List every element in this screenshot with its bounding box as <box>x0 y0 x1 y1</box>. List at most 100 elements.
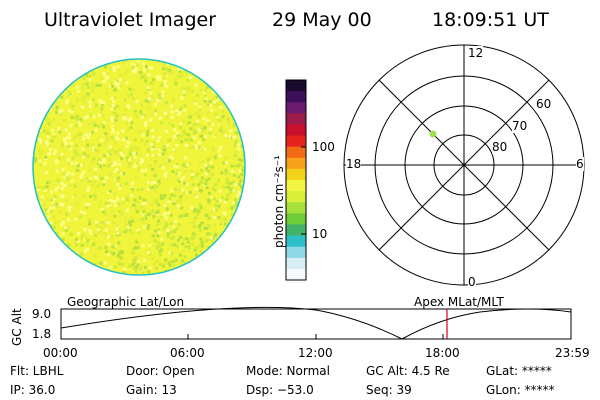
disk-speckle <box>205 186 209 190</box>
disk-speckle <box>214 113 218 117</box>
disk-speckle <box>51 128 55 132</box>
disk-speckle <box>94 220 98 224</box>
disk-speckle <box>175 165 179 169</box>
disk-speckle <box>149 118 153 122</box>
disk-speckle <box>106 152 110 156</box>
colorbar-segment <box>286 168 306 181</box>
disk-speckle <box>70 233 73 237</box>
disk-speckle <box>224 185 228 189</box>
disk-speckle <box>74 183 78 187</box>
disk-speckle <box>106 86 110 90</box>
disk-speckle <box>230 164 234 168</box>
disk-speckle <box>210 210 214 214</box>
disk-speckle <box>95 176 99 180</box>
disk-speckle <box>49 148 52 152</box>
disk-speckle <box>225 181 229 185</box>
disk-speckle <box>105 135 109 139</box>
disk-speckle <box>212 148 216 152</box>
disk-speckle <box>81 83 85 87</box>
disk-speckle <box>126 195 129 198</box>
disk-speckle <box>95 185 99 188</box>
colorbar-segment <box>286 224 306 237</box>
disk-speckle <box>127 94 131 98</box>
disk-speckle <box>143 265 147 269</box>
disk-speckle <box>150 112 154 116</box>
disk-speckle <box>190 173 194 177</box>
disk-speckle <box>57 157 61 161</box>
disk-speckle <box>234 150 238 154</box>
disk-speckle <box>179 106 183 110</box>
disk-speckle <box>76 239 80 243</box>
disk-speckle <box>121 129 125 133</box>
disk-speckle <box>115 105 118 109</box>
disk-speckle <box>175 200 179 204</box>
disk-speckle <box>61 238 65 242</box>
disk-speckle <box>128 161 132 165</box>
disk-speckle <box>129 146 133 150</box>
mlt-label-12: 12 <box>468 46 484 60</box>
disk-speckle <box>60 223 63 226</box>
disk-speckle <box>82 233 86 237</box>
disk-speckle <box>160 248 163 252</box>
disk-speckle <box>92 148 96 152</box>
disk-speckle <box>215 98 219 102</box>
disk-speckle <box>62 155 66 159</box>
disk-speckle <box>190 169 193 173</box>
disk-speckle <box>175 131 179 135</box>
info-glat: GLat: ***** <box>486 364 552 378</box>
disk-speckle <box>58 113 62 117</box>
disk-speckle <box>183 237 187 241</box>
disk-speckle <box>172 202 176 206</box>
disk-speckle <box>80 243 84 247</box>
disk-speckle <box>186 133 190 137</box>
disk-speckle <box>128 117 132 121</box>
disk-speckle <box>132 151 136 155</box>
disk-speckle <box>140 115 144 119</box>
disk-speckle <box>176 178 180 182</box>
disk-speckle <box>198 106 202 109</box>
disk-speckle <box>196 212 200 216</box>
disk-speckle <box>111 130 115 134</box>
disk-speckle <box>94 148 97 152</box>
disk-speckle <box>144 121 148 125</box>
disk-speckle <box>35 185 39 189</box>
disk-speckle <box>68 103 72 107</box>
disk-speckle <box>134 207 138 211</box>
disk-speckle <box>232 124 236 128</box>
disk-speckle <box>194 144 198 148</box>
disk-speckle <box>71 156 75 160</box>
disk-speckle <box>87 222 91 226</box>
disk-speckle <box>157 179 161 183</box>
disk-speckle <box>73 149 77 153</box>
mlat-label-80: 80 <box>492 140 508 154</box>
disk-speckle <box>55 232 59 236</box>
disk-speckle <box>165 68 169 72</box>
disk-speckle <box>93 198 97 201</box>
disk-speckle <box>67 225 71 229</box>
disk-speckle <box>158 116 162 120</box>
disk-speckle <box>159 196 163 200</box>
colorbar-segment <box>286 246 306 259</box>
disk-speckle <box>198 224 202 228</box>
disk-speckle <box>205 178 209 182</box>
disk-speckle <box>151 78 155 81</box>
disk-speckle <box>164 262 168 266</box>
disk-speckle <box>157 136 161 140</box>
disk-speckle <box>45 171 49 175</box>
disk-speckle <box>163 204 167 208</box>
disk-speckle <box>188 115 192 119</box>
disk-speckle <box>86 136 90 140</box>
disk-speckle <box>179 195 183 199</box>
disk-speckle <box>103 163 106 167</box>
disk-speckle <box>113 200 117 204</box>
disk-speckle <box>107 164 111 168</box>
disk-speckle <box>136 228 140 232</box>
disk-speckle <box>44 155 48 159</box>
disk-speckle <box>161 90 165 94</box>
disk-speckle <box>171 71 175 75</box>
disk-speckle <box>47 122 51 126</box>
disk-speckle <box>217 204 221 208</box>
disk-speckle <box>155 75 159 79</box>
disk-speckle <box>232 122 236 126</box>
disk-speckle <box>141 159 145 163</box>
